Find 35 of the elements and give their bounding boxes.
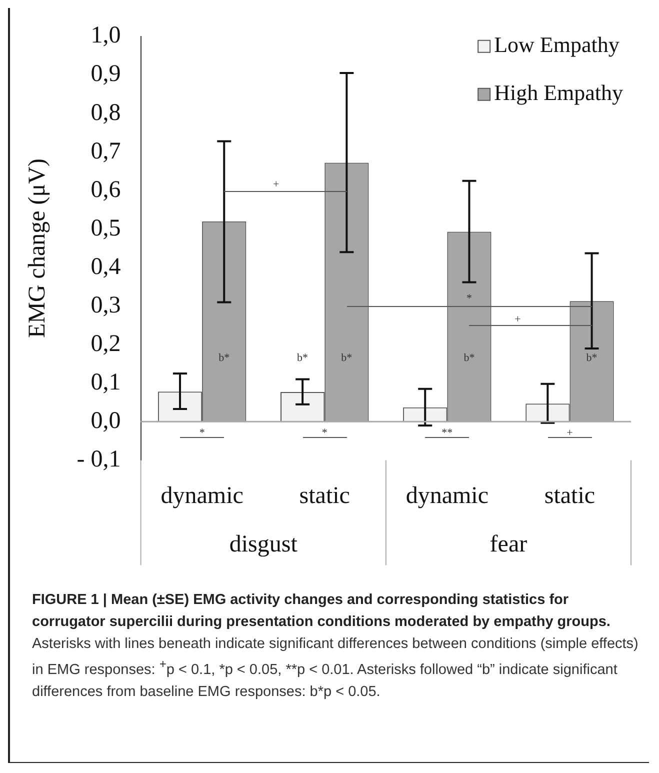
- legend-label: High Empathy: [494, 80, 624, 106]
- y-tick-label: 0,7: [90, 138, 121, 164]
- y-tick-label: - 0,1: [76, 446, 121, 472]
- annotation: +: [514, 313, 521, 326]
- y-tick-label: 0,1: [90, 369, 121, 396]
- annotation: b*: [218, 352, 230, 364]
- text: FIGURE 1 | Mean (±SE) EMG activity changes and corresponding statistics for corrugator supercilii during presentation conditions moderated by empathy groups.: [32, 592, 610, 630]
- x-tick-label: dynamic: [406, 482, 488, 509]
- y-tick-label: 0,4: [90, 254, 121, 280]
- y-tick-label: 0,2: [90, 330, 121, 357]
- y-tick-label: 0,0: [90, 408, 121, 434]
- x-tick-label: dynamic: [160, 482, 244, 509]
- annotation: **: [442, 427, 453, 440]
- annotation: *: [466, 292, 472, 304]
- x-tick-label: static: [544, 482, 596, 509]
- y-tick-label: 0,9: [90, 61, 121, 88]
- y-axis-title: EMG change (μV): [24, 158, 51, 338]
- y-tick-label: 0,5: [90, 215, 121, 242]
- y-tick-label: 1,0: [90, 22, 121, 49]
- annotation: b*: [341, 352, 352, 364]
- annotation: +: [566, 427, 573, 440]
- text: Asterisks with lines beneath indicate significant differences between conditions (simple effects) in EMG responses: $^{+}$p < 0.1, *p < 0.05, **p < 0.01. Asterisks followed “b” indicate significant differences from baseline EMG responses: b*p < 0.05.: [32, 636, 638, 700]
- y-tick-label: 0,3: [90, 292, 121, 318]
- annotation: b*: [297, 352, 308, 364]
- text: disgust: [229, 531, 298, 558]
- annotation: *: [199, 427, 205, 440]
- annotation: *: [322, 427, 328, 440]
- annotation: +: [272, 178, 280, 191]
- text: fear: [490, 531, 528, 558]
- annotation: b*: [586, 352, 598, 364]
- y-tick-label: 0,8: [90, 100, 121, 126]
- legend-label: Low Empathy: [494, 32, 620, 58]
- annotation: b*: [464, 352, 475, 364]
- y-tick-label: 0,6: [90, 176, 121, 203]
- x-tick-label: static: [299, 482, 350, 509]
